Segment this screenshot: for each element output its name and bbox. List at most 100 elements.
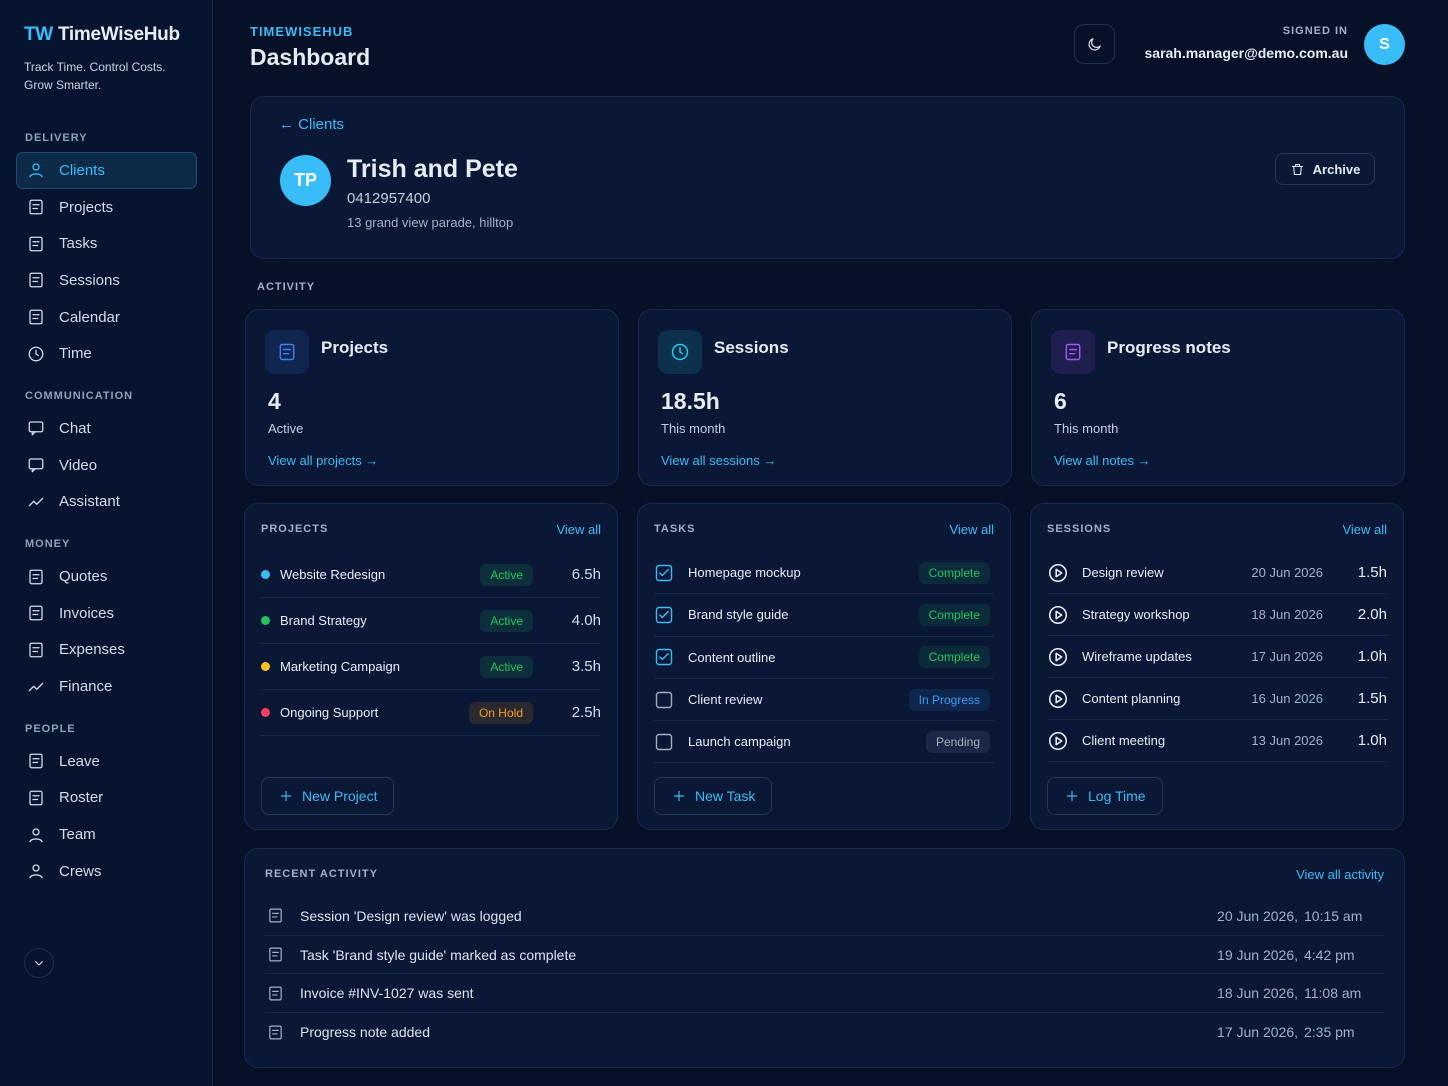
nav-item[interactable]: Expenses <box>16 632 197 669</box>
activity-text: Invoice #INV-1027 was sent <box>300 985 474 1002</box>
stat-icon <box>658 330 702 374</box>
nav-item[interactable]: Chat <box>16 410 197 447</box>
nav-section-label: PEOPLE <box>25 722 76 735</box>
nav-item[interactable]: Assistant <box>16 484 197 521</box>
icon-shape <box>35 961 43 966</box>
add-button[interactable]: Log Time <box>1047 777 1163 815</box>
back-link[interactable]: ← Clients <box>279 116 345 133</box>
icon <box>671 343 689 361</box>
stat-link[interactable]: View all notes → <box>1054 453 1151 468</box>
nav-section: COMMUNICATION Chat Video Assistant <box>16 390 197 520</box>
panel-link[interactable]: View all <box>949 521 994 537</box>
session-name: Client meeting <box>1082 733 1166 748</box>
stat-icon <box>265 330 309 374</box>
nav-item[interactable]: Finance <box>16 668 197 705</box>
task-status: Pending <box>925 730 990 753</box>
icon <box>29 828 43 843</box>
icon <box>28 421 44 436</box>
project-status: Active <box>480 563 533 586</box>
icon-shape <box>29 199 43 215</box>
client-name: Trish and Pete <box>347 155 518 183</box>
nav-item[interactable]: Invoices <box>16 595 197 632</box>
icon <box>29 753 43 769</box>
nav-item[interactable]: Time <box>16 335 197 372</box>
tasks-row: Launch campaign Pending <box>654 721 994 764</box>
signed-in: SIGNED IN sarah.manager@demo.com.au <box>1145 25 1349 61</box>
project-hours: 2.5h <box>571 704 601 721</box>
nav-item[interactable]: Tasks <box>16 225 197 262</box>
icon <box>29 309 43 325</box>
panel-link[interactable]: View all <box>556 521 601 537</box>
task-name: Brand style guide <box>688 607 789 623</box>
nav-item-label: Team <box>59 826 96 844</box>
task-name: Client review <box>688 692 763 708</box>
add-button[interactable]: New Task <box>654 777 773 815</box>
icon-shape <box>269 947 282 962</box>
panel-header: RECENT ACTIVITY View all activity <box>265 849 1384 897</box>
client-avatar: TP <box>280 155 331 206</box>
sessions-panel: SESSIONS View all Design review 20 Jun 2026… <box>1030 503 1404 830</box>
nav-item-label: Calendar <box>59 308 120 326</box>
nav-item-label: Video <box>59 456 98 474</box>
icon <box>28 346 44 362</box>
nav-item[interactable]: Team <box>16 816 197 853</box>
panel-link[interactable]: View all <box>1342 521 1387 537</box>
icon-shape <box>280 790 292 802</box>
nav-item[interactable]: Quotes <box>16 558 197 595</box>
nav-item[interactable]: Calendar <box>16 299 197 336</box>
task-name: Launch campaign <box>688 734 791 750</box>
activity-date: 19 Jun 2026, <box>1217 946 1298 963</box>
nav-item[interactable]: Crews <box>16 853 197 890</box>
client-phone: 0412957400 <box>347 190 431 207</box>
icon-shape <box>655 606 673 624</box>
icon-shape <box>29 273 43 288</box>
icon-shape <box>659 653 669 661</box>
icon-shape <box>28 458 44 470</box>
stat-caption: Active <box>268 421 304 436</box>
stat-link[interactable]: View all sessions → <box>661 453 777 468</box>
nav-item[interactable]: Projects <box>16 189 197 226</box>
projects-row: Brand Strategy Active 4.0h <box>261 598 601 644</box>
icon-shape <box>269 986 282 1001</box>
sidebar: TW TimeWiseHub Track Time. Control Costs. … <box>0 0 213 1086</box>
nav-item-label: Expenses <box>59 641 125 659</box>
stat-card: Sessions 18.5h This month View all sessions… <box>638 309 1012 486</box>
icon-shape <box>1048 563 1068 582</box>
icon <box>269 1025 282 1040</box>
nav-item[interactable]: Video <box>16 447 197 484</box>
nav-item[interactable]: Roster <box>16 780 197 817</box>
icon <box>279 343 295 361</box>
project-name: Brand Strategy <box>280 613 367 628</box>
icon-shape <box>655 691 673 708</box>
session-hours: 1.0h <box>1357 648 1387 665</box>
panel-link[interactable]: View all activity <box>1296 866 1384 882</box>
icon <box>29 569 43 584</box>
theme-toggle[interactable] <box>1074 24 1115 64</box>
session-date: 18 Jun 2026 <box>1251 607 1323 622</box>
activity-time: 11:08 am <box>1304 985 1362 1002</box>
stat-card: Progress notes 6 This month View all notes … <box>1031 309 1405 486</box>
nav-item[interactable]: Sessions <box>16 262 197 299</box>
panel-title: TASKS <box>654 523 696 535</box>
nav-section: DELIVERY Clients Projects Tasks Sessions Cale… <box>16 132 197 372</box>
icon <box>1048 647 1068 666</box>
icon <box>673 790 685 802</box>
archive-button[interactable]: Archive <box>1275 153 1375 185</box>
icon-shape <box>655 564 673 581</box>
task-status: Complete <box>918 561 990 584</box>
icon-shape <box>1066 790 1078 802</box>
icon <box>1048 563 1068 582</box>
stat-title: Projects <box>321 338 389 357</box>
user-avatar[interactable]: S <box>1364 24 1405 65</box>
stat-link[interactable]: View all projects → <box>268 453 379 468</box>
stat-value: 4 <box>268 388 281 414</box>
add-button[interactable]: New Project <box>261 777 395 815</box>
brand: TW TimeWiseHub <box>24 24 180 46</box>
page-title: Dashboard <box>250 44 371 70</box>
nav-item[interactable]: Clients <box>16 152 197 189</box>
icon-shape <box>679 347 684 355</box>
nav-item[interactable]: Leave <box>16 743 197 780</box>
collapse-button[interactable] <box>24 948 54 978</box>
icon-shape <box>1055 736 1063 745</box>
